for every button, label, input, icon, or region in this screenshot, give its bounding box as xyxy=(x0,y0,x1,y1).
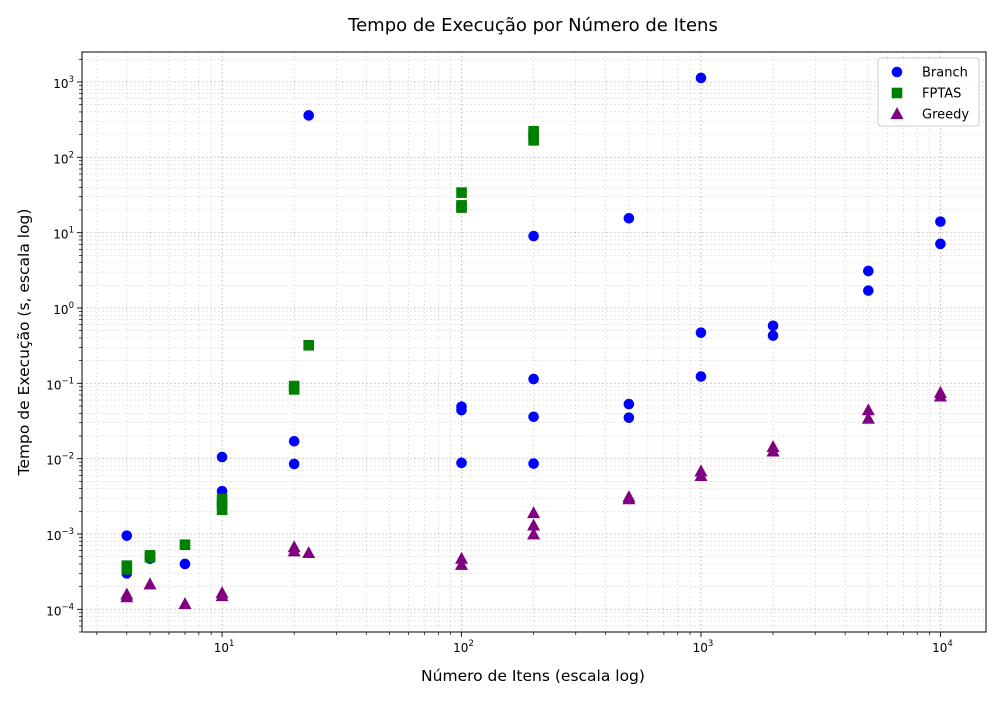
legend: Branch FPTAS Greedy xyxy=(877,57,980,127)
data-point-greedy xyxy=(527,527,541,540)
data-point-branch xyxy=(528,411,539,423)
x-tick-label: 103 xyxy=(693,639,714,655)
data-point-greedy xyxy=(215,589,229,602)
data-point-branch xyxy=(288,458,300,470)
data-point-branch xyxy=(863,265,874,277)
y-tick-label: 102 xyxy=(53,150,74,166)
data-point-greedy xyxy=(694,469,708,482)
legend-box xyxy=(877,57,980,127)
data-point-branch xyxy=(695,327,707,338)
legend-item-greedy: Greedy xyxy=(890,107,969,123)
data-point-branch xyxy=(179,558,191,570)
series-greedy xyxy=(120,385,947,610)
legend-marker-greedy xyxy=(890,107,904,120)
data-point-fptas xyxy=(288,384,300,395)
grid-lines xyxy=(82,52,986,633)
data-point-greedy xyxy=(622,492,636,505)
data-point-branch xyxy=(456,457,467,469)
data-point-greedy xyxy=(455,557,469,570)
legend-label: FPTAS xyxy=(922,87,961,102)
y-tick-label: 10−2 xyxy=(46,452,74,468)
data-point-branch xyxy=(528,373,539,385)
data-point-greedy xyxy=(302,546,316,559)
data-point-branch xyxy=(695,371,707,382)
data-point-fptas xyxy=(303,339,314,351)
series-branch xyxy=(121,72,946,579)
y-tick-label: 10−1 xyxy=(46,376,74,392)
axis-ticks: 101 102 103 104 10−4 10−3 10−2 10−1 100 101 102 103 xyxy=(46,58,953,655)
data-point-branch xyxy=(623,412,635,423)
data-point-branch xyxy=(288,435,300,447)
y-tick-label: 103 xyxy=(53,75,74,91)
data-point-greedy xyxy=(178,597,192,610)
data-point-branch xyxy=(303,110,314,121)
legend-item-branch: Branch xyxy=(891,66,968,81)
data-point-branch xyxy=(623,213,635,224)
data-point-fptas xyxy=(144,552,156,563)
data-point-fptas xyxy=(216,504,228,516)
y-axis-label: Tempo de Execução (s, escala log) xyxy=(15,209,33,477)
data-point-fptas xyxy=(121,563,133,575)
plot-frame xyxy=(81,51,987,633)
x-tick-label: 104 xyxy=(932,639,953,655)
data-point-branch xyxy=(216,451,228,463)
data-point-fptas xyxy=(179,539,191,551)
data-markers xyxy=(120,72,947,610)
data-point-branch xyxy=(528,230,539,242)
data-point-branch xyxy=(767,330,779,341)
data-point-branch xyxy=(456,404,467,416)
legend-marker-fptas xyxy=(891,87,903,99)
data-point-branch xyxy=(767,320,779,332)
data-point-greedy xyxy=(143,577,157,590)
x-tick-label: 102 xyxy=(453,639,474,655)
data-point-fptas xyxy=(456,187,467,198)
data-point-branch xyxy=(935,216,946,227)
data-point-greedy xyxy=(766,444,780,457)
data-point-greedy xyxy=(287,544,301,557)
data-point-branch xyxy=(528,458,539,469)
data-point-greedy xyxy=(861,411,875,424)
data-point-branch xyxy=(695,72,707,84)
y-tick-label: 10−3 xyxy=(46,527,74,543)
x-tick-label: 101 xyxy=(214,639,235,655)
legend-item-fptas: FPTAS xyxy=(891,87,961,102)
y-tick-label: 100 xyxy=(53,301,74,317)
data-point-branch xyxy=(935,238,946,250)
legend-marker-branch xyxy=(891,66,903,78)
legend-label: Greedy xyxy=(922,108,969,123)
data-point-greedy xyxy=(933,389,947,402)
legend-label: Branch xyxy=(922,66,968,81)
x-axis-label: Número de Itens (escala log) xyxy=(421,667,645,685)
data-point-fptas xyxy=(456,202,467,213)
data-point-fptas xyxy=(528,135,539,146)
data-point-branch xyxy=(121,530,133,541)
series-fptas xyxy=(121,125,539,575)
data-point-branch xyxy=(623,398,635,410)
y-tick-label: 10−4 xyxy=(46,602,74,618)
data-point-greedy xyxy=(120,590,134,603)
data-point-branch xyxy=(863,285,874,296)
data-point-greedy xyxy=(527,506,541,519)
y-tick-label: 101 xyxy=(53,226,74,242)
chart-title: Tempo de Execução por Número de Itens xyxy=(347,15,718,36)
